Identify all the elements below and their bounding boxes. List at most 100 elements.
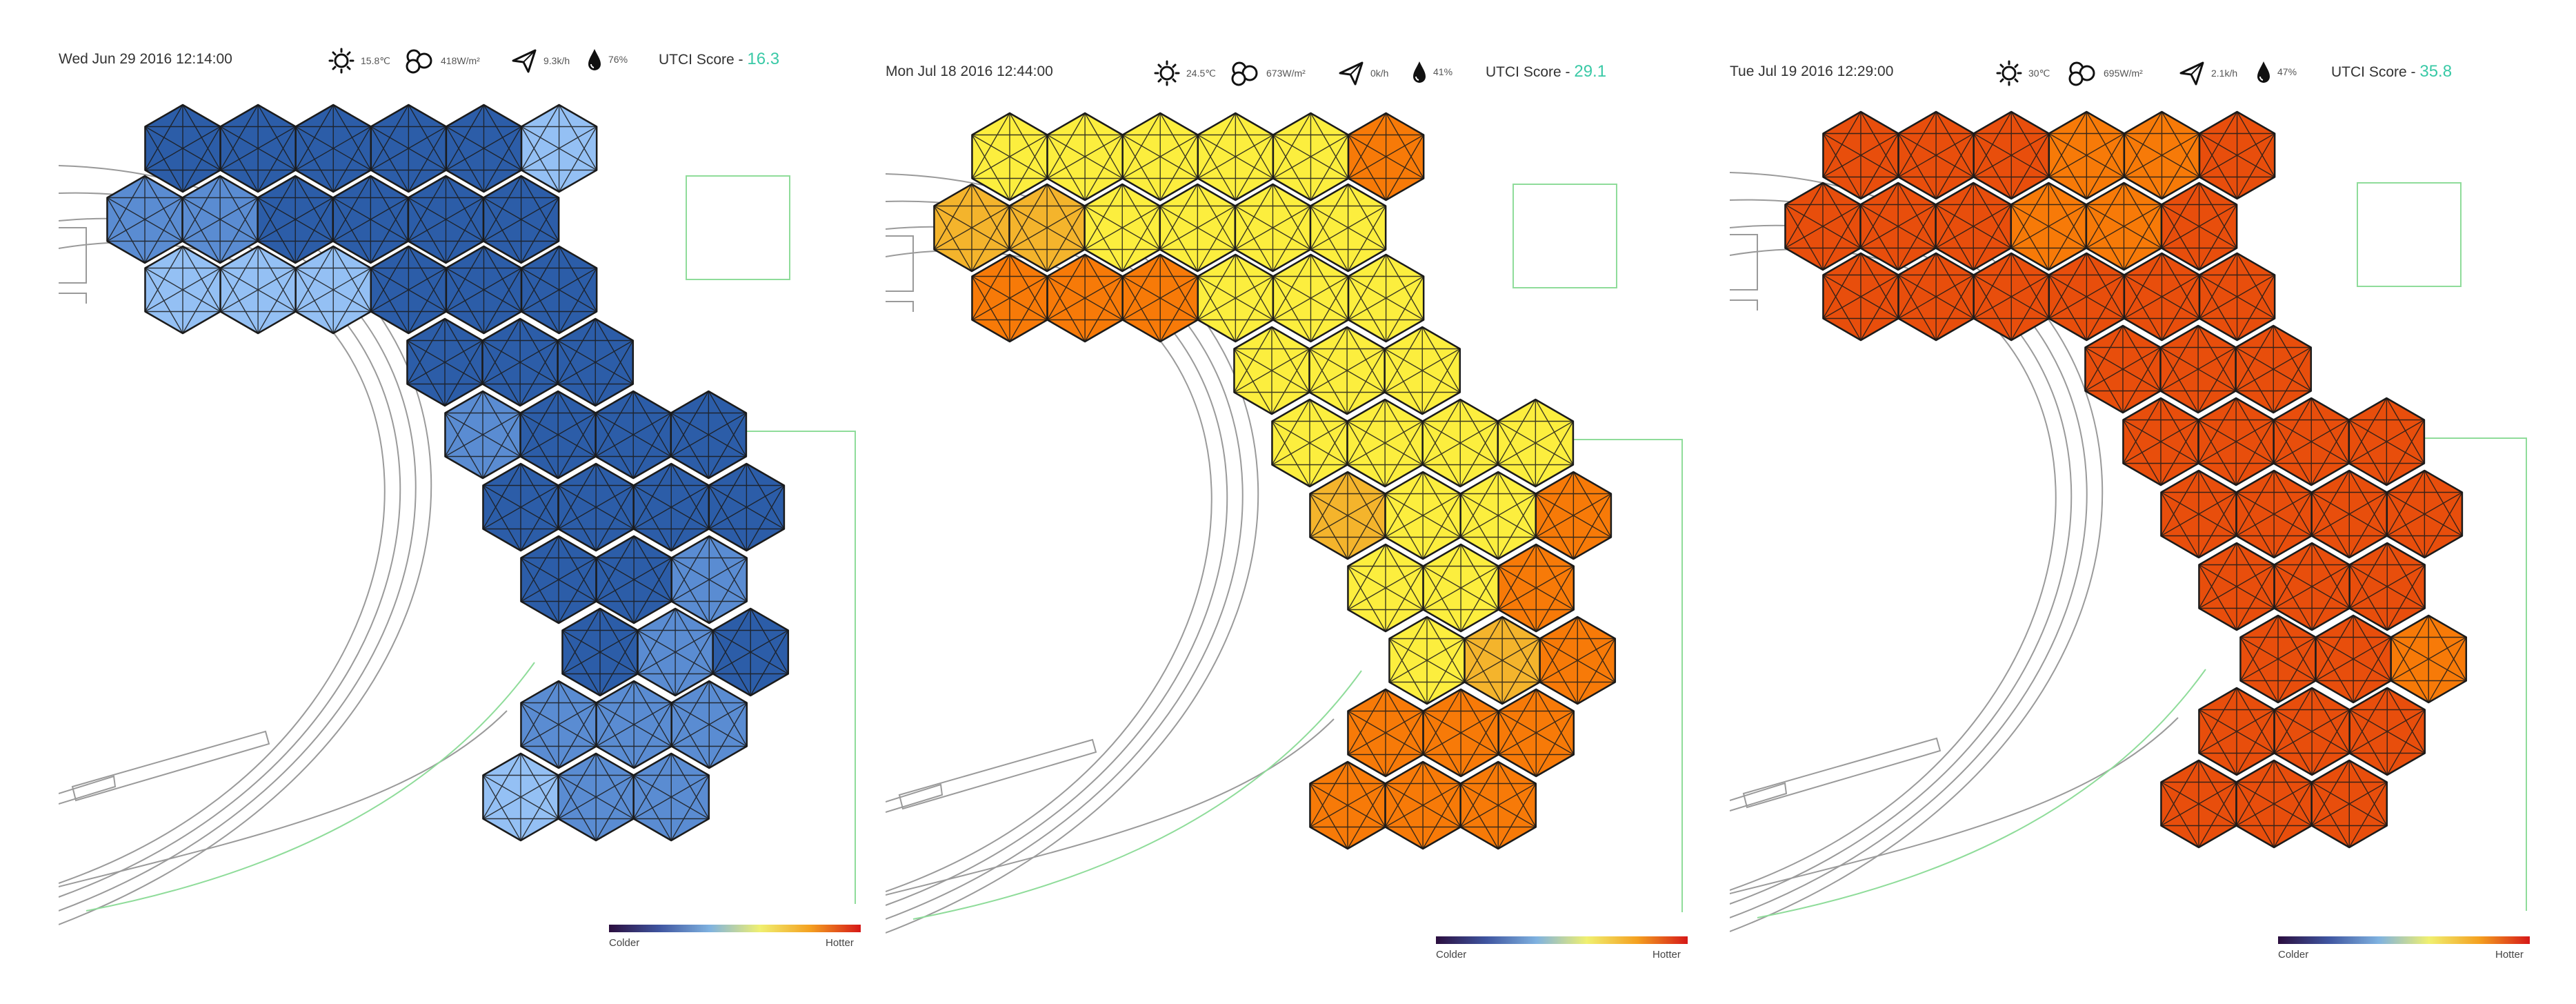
heat-hexagon[interactable] — [2197, 397, 2275, 486]
heat-hexagon[interactable] — [1859, 181, 1937, 271]
heat-hexagon[interactable] — [1539, 616, 1617, 705]
heat-hexagon[interactable] — [1347, 253, 1425, 343]
heat-hexagon[interactable] — [2085, 181, 2163, 271]
heat-hexagon[interactable] — [2273, 397, 2350, 486]
heat-hexagon[interactable] — [1784, 181, 1861, 271]
heat-hexagon[interactable] — [2084, 324, 2161, 414]
heat-hexagon[interactable] — [520, 535, 597, 624]
heat-hexagon[interactable] — [2235, 324, 2313, 414]
heat-hexagon[interactable] — [1271, 398, 1348, 488]
heat-hexagon[interactable] — [482, 752, 559, 842]
heat-hexagon[interactable] — [1008, 183, 1086, 273]
heat-hexagon[interactable] — [2348, 542, 2426, 631]
heat-hexagon[interactable] — [1935, 181, 2013, 271]
heat-hexagon[interactable] — [933, 183, 1010, 273]
heat-hexagon[interactable] — [219, 104, 297, 193]
heat-hexagon[interactable] — [632, 752, 710, 842]
heat-hexagon[interactable] — [219, 245, 297, 335]
heat-hexagon[interactable] — [332, 175, 410, 264]
heat-hexagon[interactable] — [1973, 252, 2050, 342]
heat-hexagon[interactable] — [1347, 543, 1424, 633]
heat-hexagon[interactable] — [1535, 471, 1613, 560]
heat-hexagon[interactable] — [595, 535, 672, 624]
heat-hexagon[interactable] — [1973, 110, 2050, 200]
heat-hexagon[interactable] — [1121, 112, 1199, 201]
heat-hexagon[interactable] — [520, 104, 598, 193]
heat-hexagon[interactable] — [482, 175, 560, 264]
heat-hexagon[interactable] — [670, 535, 748, 624]
heat-hexagon[interactable] — [2198, 110, 2276, 200]
heat-hexagon[interactable] — [1897, 252, 1975, 342]
heat-hexagon[interactable] — [1084, 183, 1161, 273]
heat-hexagon[interactable] — [445, 245, 523, 335]
heat-hexagon[interactable] — [2390, 614, 2468, 704]
heat-hexagon[interactable] — [1497, 688, 1575, 778]
heat-hexagon[interactable] — [1384, 326, 1461, 415]
heat-hexagon[interactable] — [1497, 398, 1575, 488]
heat-hexagon[interactable] — [1309, 183, 1387, 273]
heat-hexagon[interactable] — [1346, 398, 1424, 488]
heat-hexagon[interactable] — [2348, 687, 2426, 776]
heat-hexagon[interactable] — [637, 607, 714, 697]
heat-hexagon[interactable] — [670, 390, 748, 480]
heat-hexagon[interactable] — [1046, 253, 1124, 343]
heat-hexagon[interactable] — [1421, 398, 1499, 488]
heat-hexagon[interactable] — [557, 317, 635, 407]
heat-hexagon[interactable] — [407, 175, 485, 264]
heat-hexagon[interactable] — [632, 462, 710, 552]
heat-hexagon[interactable] — [2386, 469, 2464, 559]
heat-hexagon[interactable] — [557, 752, 635, 842]
heat-hexagon[interactable] — [561, 607, 639, 697]
heat-hexagon[interactable] — [1464, 616, 1541, 705]
heat-hexagon[interactable] — [181, 175, 259, 264]
heat-hexagon[interactable] — [482, 462, 559, 552]
heat-hexagon[interactable] — [445, 104, 523, 193]
heat-hexagon[interactable] — [106, 175, 183, 264]
heat-hexagon[interactable] — [2198, 252, 2276, 342]
heat-hexagon[interactable] — [2239, 614, 2317, 704]
heat-hexagon[interactable] — [1046, 112, 1124, 201]
heat-hexagon[interactable] — [2198, 542, 2275, 631]
heat-hexagon[interactable] — [2310, 469, 2388, 559]
heat-hexagon[interactable] — [1822, 252, 1899, 342]
heat-hexagon[interactable] — [1309, 760, 1386, 850]
heat-hexagon[interactable] — [406, 317, 483, 407]
heat-hexagon[interactable] — [557, 462, 635, 552]
heat-hexagon[interactable] — [2273, 687, 2350, 776]
heat-hexagon[interactable] — [1384, 471, 1461, 560]
heat-hexagon[interactable] — [370, 245, 448, 335]
heat-hexagon[interactable] — [1233, 326, 1310, 415]
heat-hexagon[interactable] — [2048, 110, 2126, 200]
heat-hexagon[interactable] — [1822, 110, 1899, 200]
heat-hexagon[interactable] — [2160, 469, 2237, 559]
heat-hexagon[interactable] — [1309, 471, 1386, 560]
heat-hexagon[interactable] — [294, 104, 372, 193]
heat-hexagon[interactable] — [971, 112, 1048, 201]
heat-hexagon[interactable] — [2122, 397, 2199, 486]
heat-hexagon[interactable] — [595, 390, 672, 480]
heat-hexagon[interactable] — [2273, 542, 2350, 631]
heat-hexagon[interactable] — [1384, 760, 1461, 850]
heat-hexagon[interactable] — [1121, 253, 1199, 343]
heat-hexagon[interactable] — [144, 104, 221, 193]
heat-hexagon[interactable] — [1497, 543, 1575, 633]
heat-hexagon[interactable] — [1388, 616, 1466, 705]
heat-hexagon[interactable] — [2310, 759, 2388, 849]
heat-hexagon[interactable] — [2010, 181, 2088, 271]
heat-hexagon[interactable] — [2348, 397, 2426, 486]
heat-hexagon[interactable] — [520, 680, 597, 769]
heat-hexagon[interactable] — [481, 317, 559, 407]
heat-hexagon[interactable] — [2159, 324, 2237, 414]
heat-hexagon[interactable] — [971, 253, 1048, 343]
heat-hexagon[interactable] — [1197, 253, 1275, 343]
heat-hexagon[interactable] — [1459, 471, 1537, 560]
heat-hexagon[interactable] — [144, 245, 221, 335]
heat-hexagon[interactable] — [2160, 181, 2238, 271]
heat-hexagon[interactable] — [1347, 112, 1425, 201]
heat-hexagon[interactable] — [595, 680, 672, 769]
heat-hexagon[interactable] — [1234, 183, 1312, 273]
heat-hexagon[interactable] — [294, 245, 372, 335]
heat-hexagon[interactable] — [2235, 469, 2313, 559]
heat-hexagon[interactable] — [1422, 688, 1499, 778]
heat-hexagon[interactable] — [1459, 760, 1537, 850]
